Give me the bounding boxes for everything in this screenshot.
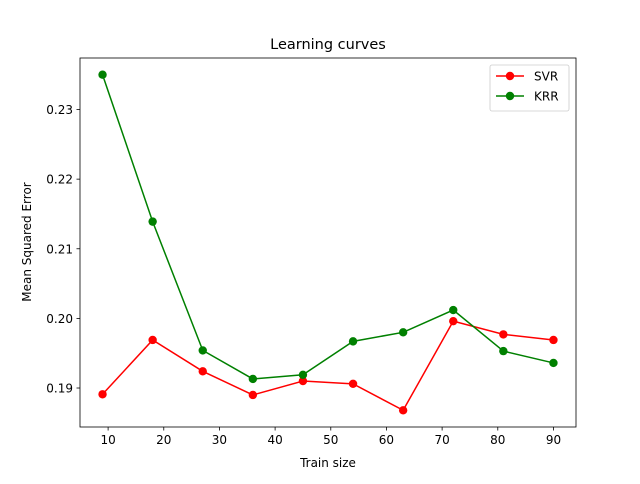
data-point-krr bbox=[499, 346, 508, 356]
series-line-svr bbox=[101, 320, 554, 412]
data-point-krr bbox=[549, 358, 558, 368]
x-tick-label: 40 bbox=[267, 433, 282, 447]
data-point-svr bbox=[98, 390, 107, 399]
legend-label-krr: KRR bbox=[534, 90, 559, 104]
legend-marker-krr bbox=[505, 91, 515, 101]
x-tick-label: 20 bbox=[156, 433, 171, 447]
data-point-krr bbox=[198, 346, 207, 355]
data-point-svr bbox=[298, 376, 308, 386]
x-tick-label: 30 bbox=[212, 433, 227, 447]
x-tick-label: 60 bbox=[379, 433, 394, 447]
axes-frame bbox=[79, 57, 577, 428]
legend-marker-svr bbox=[505, 71, 515, 81]
y-tick-label: 0.19 bbox=[46, 382, 73, 396]
data-point-krr bbox=[298, 370, 308, 379]
y-axis-label: Mean Squared Error bbox=[20, 182, 34, 302]
x-tick-label: 70 bbox=[434, 433, 449, 447]
data-point-svr bbox=[348, 379, 358, 389]
data-point-svr bbox=[248, 390, 258, 400]
data-point-svr bbox=[198, 367, 207, 376]
data-point-svr bbox=[449, 316, 458, 326]
data-point-svr bbox=[398, 406, 408, 415]
legend: SVR KRR bbox=[489, 64, 570, 112]
y-tick-label: 0.23 bbox=[46, 103, 73, 117]
chart-title: Learning curves bbox=[270, 37, 386, 53]
data-point-krr bbox=[348, 337, 358, 346]
series-line-krr bbox=[101, 74, 554, 380]
data-point-krr bbox=[98, 70, 107, 79]
data-point-svr bbox=[148, 335, 157, 345]
data-point-krr bbox=[398, 328, 408, 337]
y-tick-label: 0.21 bbox=[46, 242, 73, 256]
data-point-svr bbox=[499, 330, 508, 339]
y-tick-label: 0.20 bbox=[46, 312, 73, 326]
data-point-svr bbox=[549, 335, 558, 345]
x-tick-label: 80 bbox=[490, 433, 505, 447]
x-tick-label: 10 bbox=[100, 433, 115, 447]
data-point-krr bbox=[148, 217, 157, 226]
y-tick-label: 0.22 bbox=[46, 173, 73, 187]
x-axis-label: Train size bbox=[299, 456, 356, 470]
data-point-krr bbox=[248, 374, 258, 384]
x-tick-label: 50 bbox=[323, 433, 338, 447]
legend-label-svr: SVR bbox=[534, 70, 558, 84]
x-tick-label: 90 bbox=[546, 433, 561, 447]
data-point-krr bbox=[449, 305, 458, 315]
plot-area: 10 20 30 40 50 60 70 80 90 0.19 0.20 0.21 0.22 0.23 SV… bbox=[46, 57, 577, 447]
